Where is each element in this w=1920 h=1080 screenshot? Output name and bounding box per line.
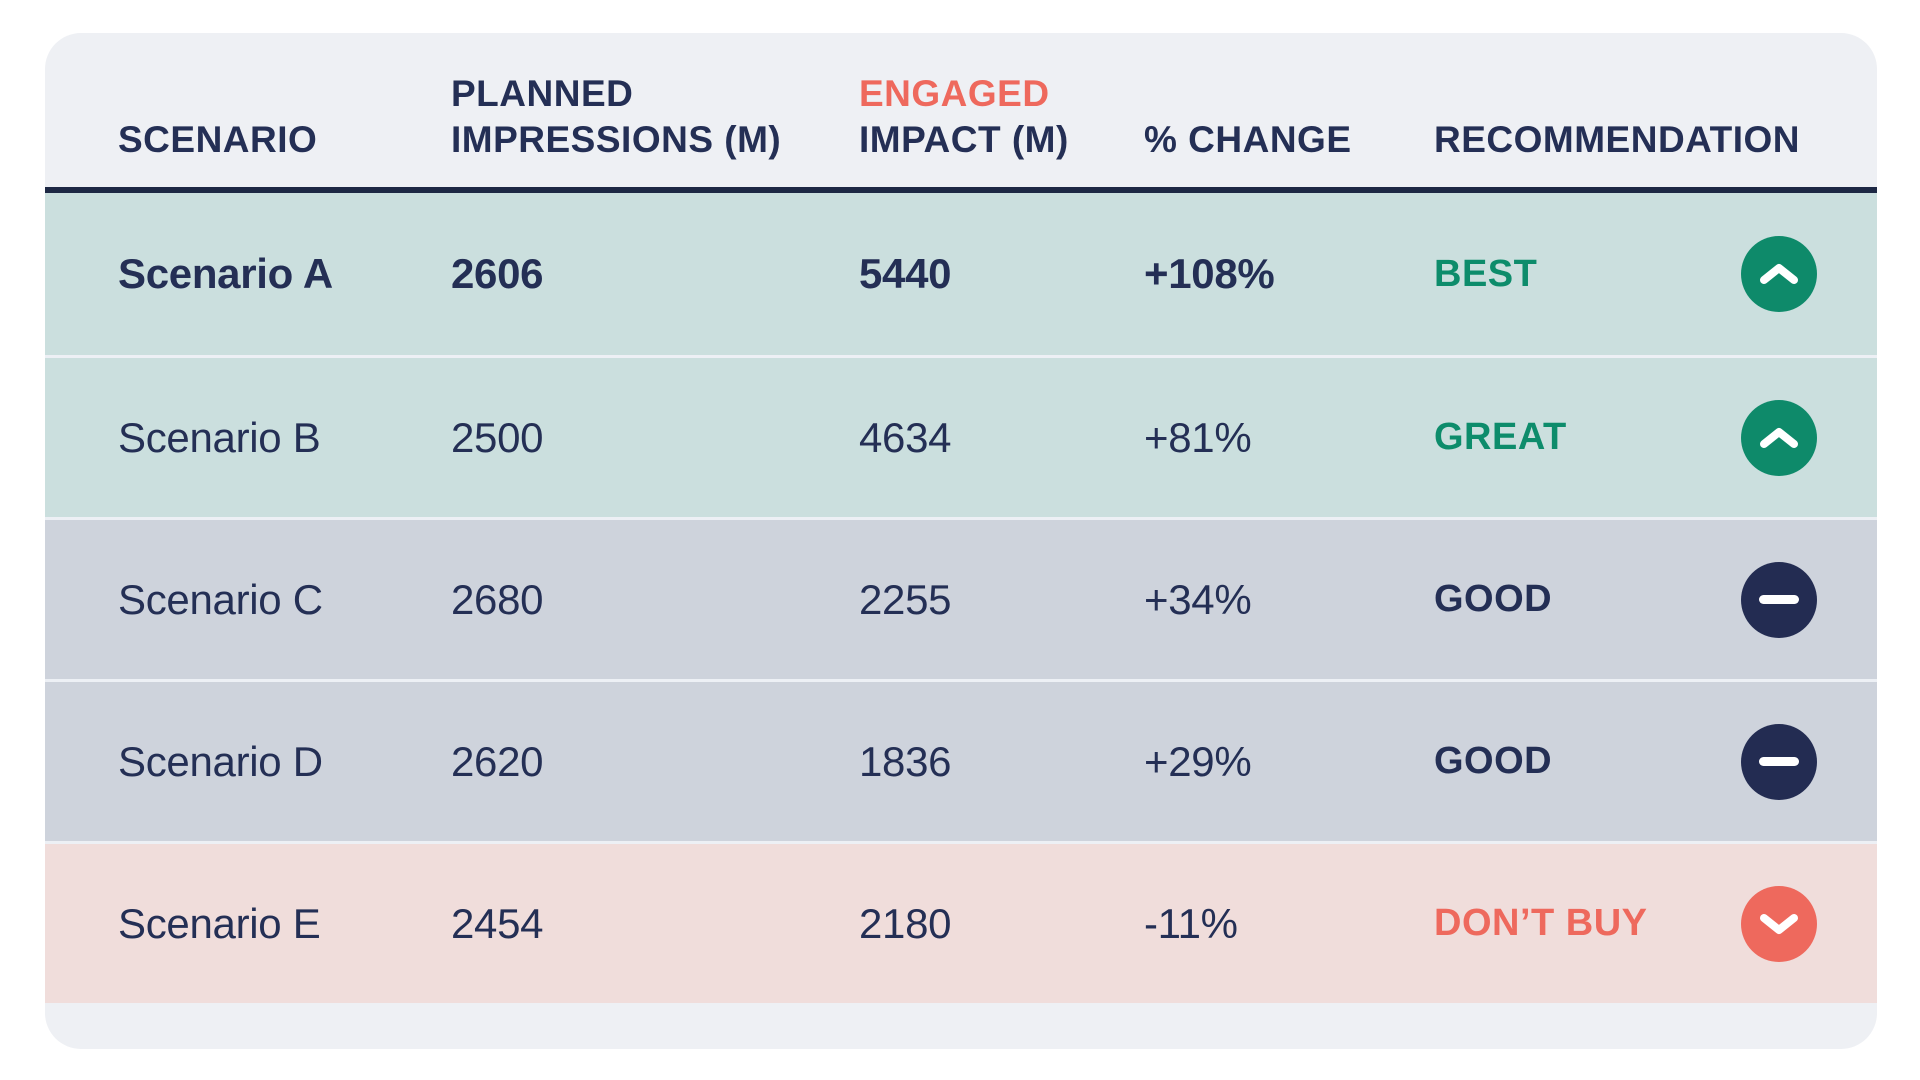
planned-impressions-cell: 2500	[451, 413, 544, 461]
scenario-cell: Scenario B	[118, 413, 321, 461]
planned-impressions-cell: 2680	[451, 575, 544, 623]
column-header-label: SCENARIO	[118, 119, 318, 161]
recommendation-cell: DON’T BUY	[1434, 885, 1817, 962]
column-header-planned-impressions: PLANNED IMPRESSIONS (M)	[451, 71, 859, 163]
recommendation-cell: GOOD	[1434, 723, 1817, 800]
engaged-impact-cell: 2255	[859, 575, 952, 623]
column-header-engaged-impact: ENGAGED IMPACT (M)	[859, 71, 1144, 163]
scenario-cell: Scenario E	[118, 899, 321, 947]
table-row: Scenario B 2500 4634 +81% GREAT	[45, 355, 1877, 517]
table-header-row: SCENARIO PLANNED IMPRESSIONS (M) ENGAGED…	[45, 33, 1877, 193]
column-header-recommendation: RECOMMENDATION	[1434, 117, 1817, 163]
column-header-label: RECOMMENDATION	[1434, 119, 1801, 161]
pct-change-cell: +81%	[1144, 413, 1252, 461]
engaged-impact-cell: 1836	[859, 737, 952, 785]
pct-change-cell: -11%	[1144, 899, 1238, 947]
column-header-label: PLANNED	[451, 73, 634, 115]
pct-change-cell: +108%	[1144, 250, 1275, 297]
column-header-label: IMPRESSIONS (M)	[451, 119, 782, 161]
chevron-up-icon	[1741, 399, 1817, 476]
pct-change-cell: +29%	[1144, 737, 1252, 785]
pct-change-cell: +34%	[1144, 575, 1252, 623]
planned-impressions-cell: 2620	[451, 737, 544, 785]
recommendation-cell: BEST	[1434, 236, 1817, 312]
scenario-cell: Scenario C	[118, 575, 323, 623]
column-header-pct-change: % CHANGE	[1144, 117, 1434, 163]
column-header-scenario: SCENARIO	[118, 117, 451, 163]
table-row: Scenario E 2454 2180 -11% DON’T BUY	[45, 841, 1877, 1003]
recommendation-label: BEST	[1434, 252, 1538, 295]
column-header-label: % CHANGE	[1144, 119, 1352, 161]
recommendation-label: DON’T BUY	[1434, 902, 1648, 944]
engaged-impact-cell: 2180	[859, 899, 952, 947]
table-row: Scenario A 2606 5440 +108% BEST	[45, 193, 1877, 355]
recommendation-label: GREAT	[1434, 416, 1567, 458]
minus-icon	[1741, 561, 1817, 638]
column-header-label: IMPACT (M)	[859, 119, 1069, 161]
engaged-impact-cell: 5440	[859, 250, 952, 297]
column-header-label-accent: ENGAGED	[859, 73, 1050, 115]
recommendation-cell: GOOD	[1434, 561, 1817, 638]
scenario-cell: Scenario A	[118, 250, 333, 297]
recommendation-label: GOOD	[1434, 578, 1553, 620]
scenario-cell: Scenario D	[118, 737, 323, 785]
recommendation-cell: GREAT	[1434, 399, 1817, 476]
engaged-impact-cell: 4634	[859, 413, 952, 461]
recommendation-label: GOOD	[1434, 740, 1553, 782]
minus-icon	[1741, 723, 1817, 800]
chevron-down-icon	[1741, 885, 1817, 962]
planned-impressions-cell: 2606	[451, 250, 544, 297]
chevron-up-icon	[1741, 236, 1817, 312]
planned-impressions-cell: 2454	[451, 899, 544, 947]
scenario-comparison-table: SCENARIO PLANNED IMPRESSIONS (M) ENGAGED…	[45, 33, 1877, 1049]
table-row: Scenario D 2620 1836 +29% GOOD	[45, 679, 1877, 841]
table-row: Scenario C 2680 2255 +34% GOOD	[45, 517, 1877, 679]
